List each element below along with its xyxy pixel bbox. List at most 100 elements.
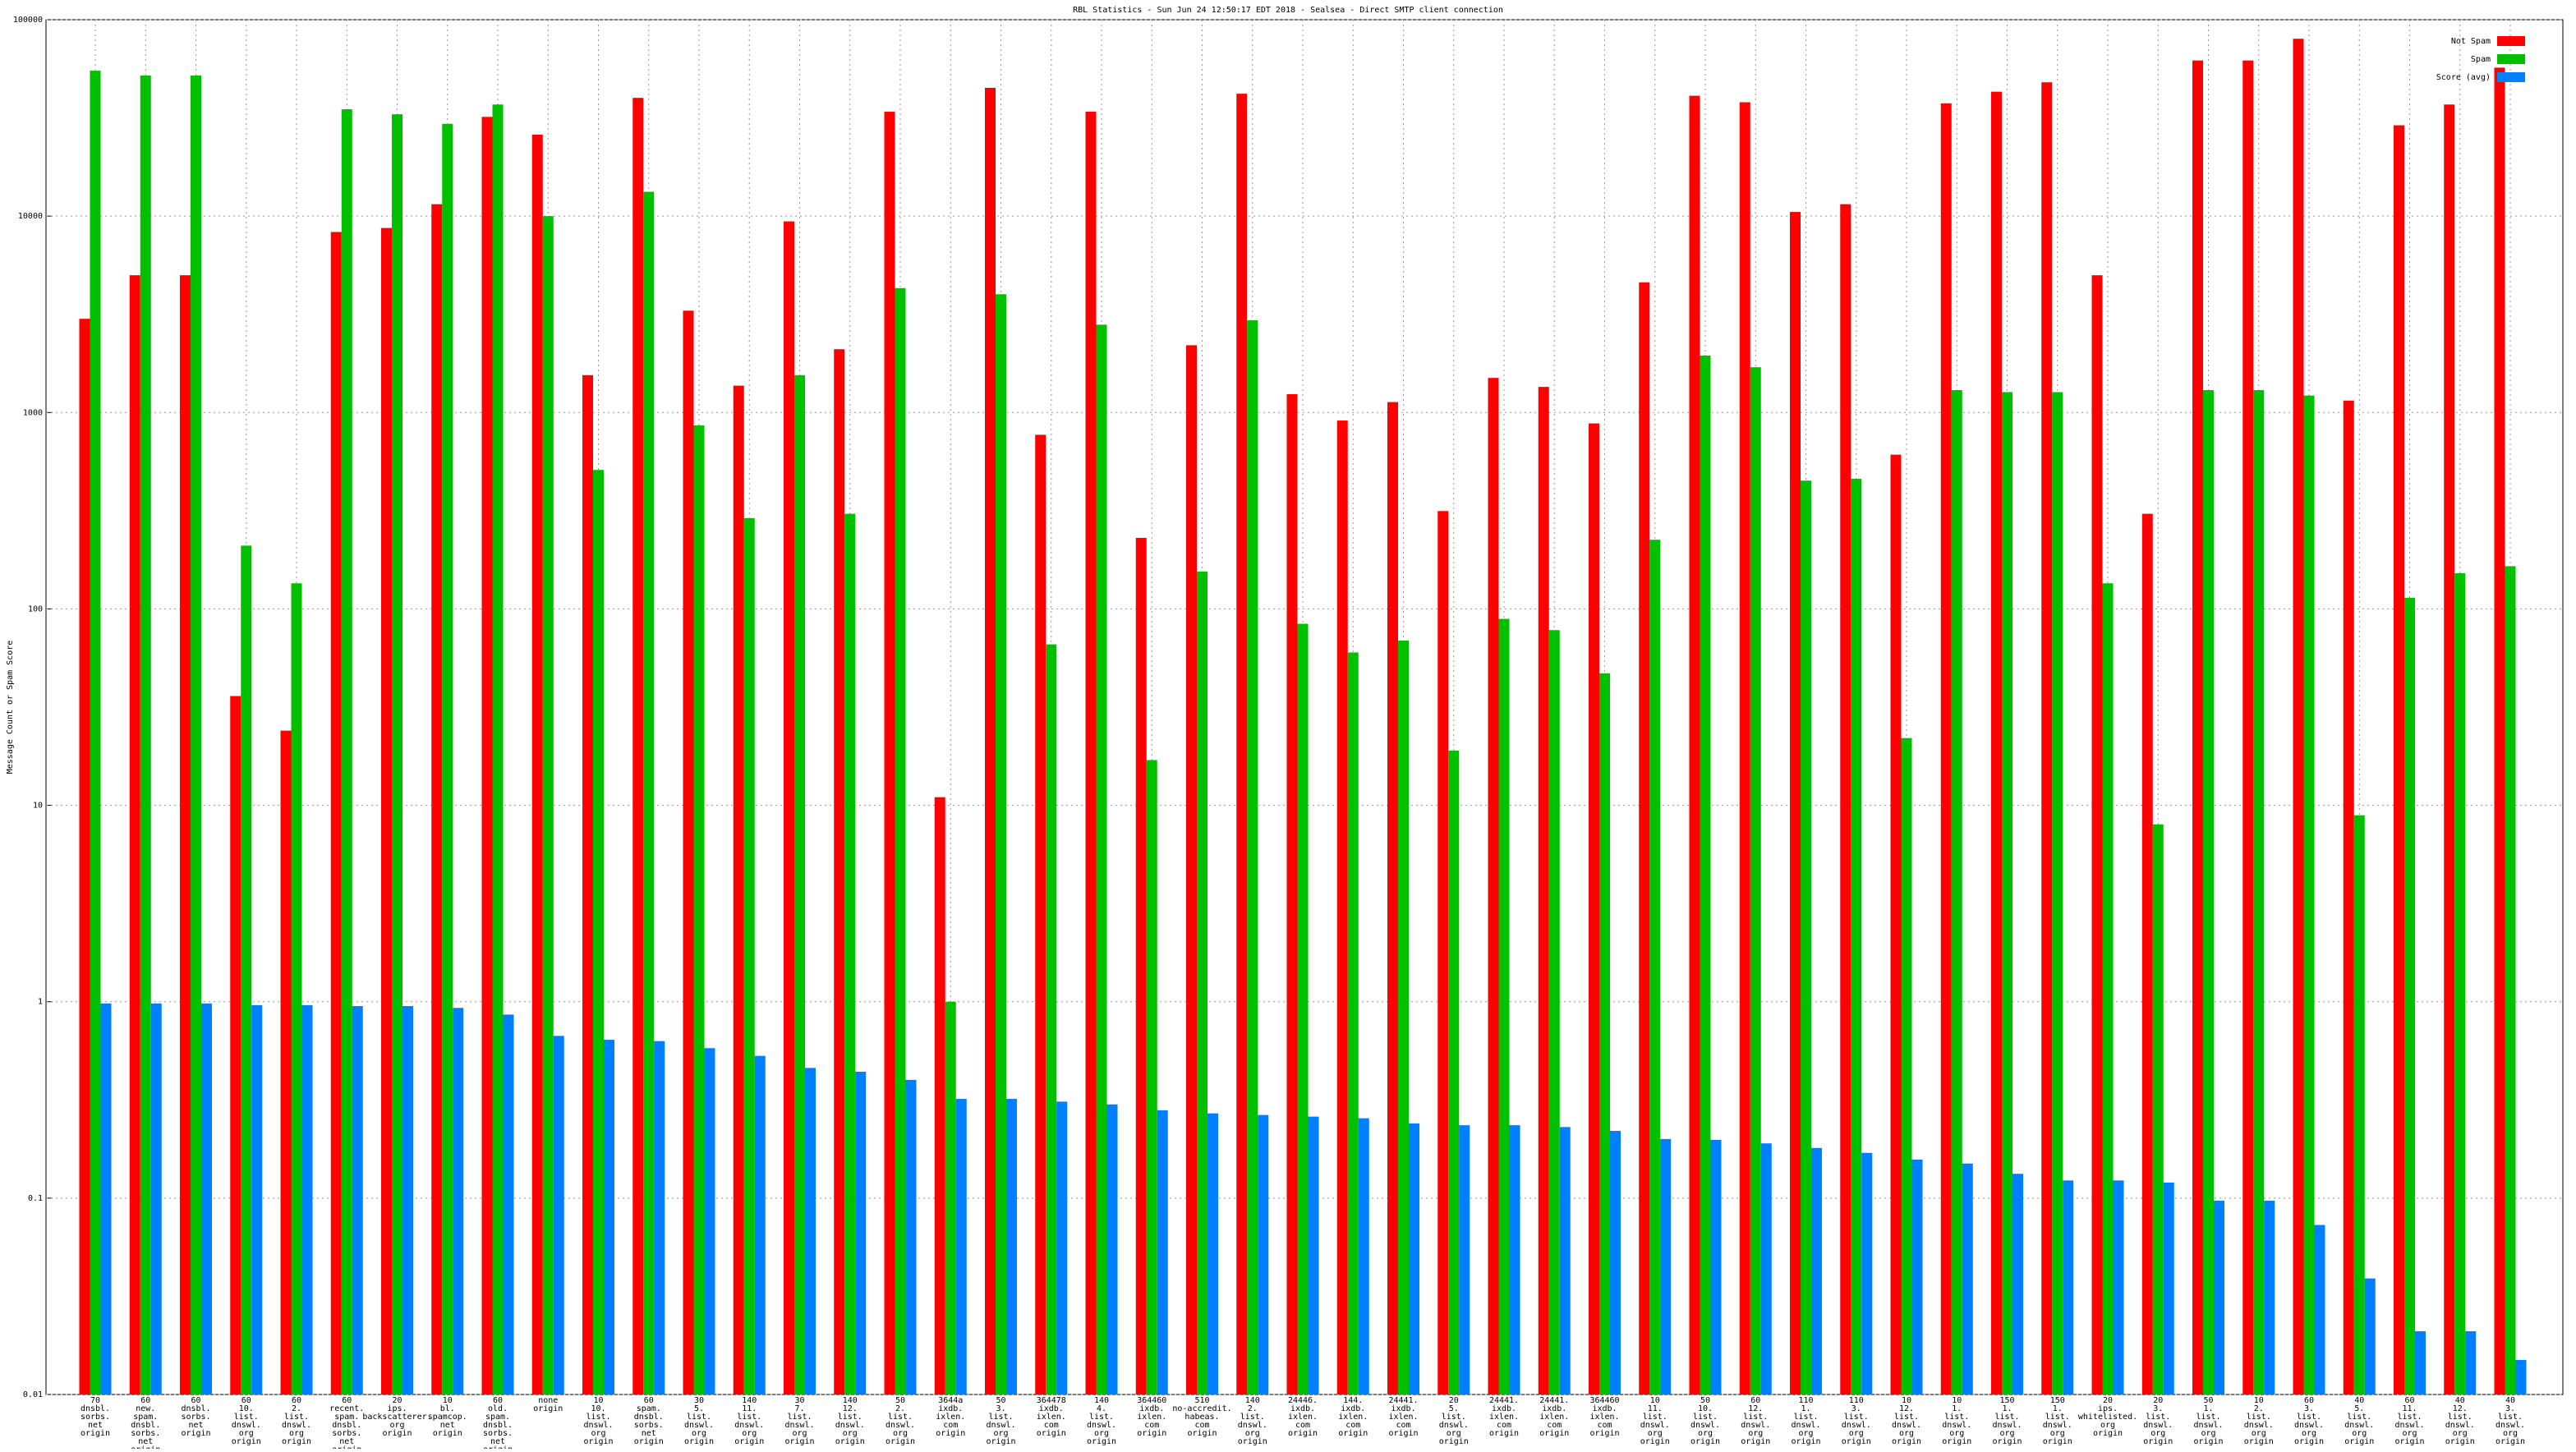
bar [754, 1055, 766, 1395]
bar [1409, 1123, 1419, 1395]
bar [2264, 1201, 2275, 1395]
bar [1962, 1163, 1973, 1395]
x-tick-label: 10 bl. spamcop. net origin [428, 1396, 467, 1438]
bar [2505, 566, 2516, 1395]
bar [1599, 673, 1610, 1395]
bar [1438, 511, 1449, 1395]
bar [1639, 282, 1650, 1395]
bar [1459, 1125, 1470, 1395]
bar [1689, 95, 1700, 1395]
y-tick-label: 10000 [18, 212, 43, 221]
x-tick-label: 60 dnsbl. sorbs. net origin [181, 1396, 210, 1438]
bar [784, 221, 794, 1395]
bar [1760, 1143, 1772, 1395]
x-tick-label: 20 3. list. dnswl. org origin [2143, 1396, 2173, 1446]
bar [2404, 597, 2415, 1395]
bar [2052, 392, 2063, 1395]
bar [1197, 571, 1208, 1395]
x-tick-label: 60 11. list. dnswl. org origin [2394, 1396, 2424, 1446]
bar [945, 1001, 956, 1395]
bar [1085, 112, 1097, 1395]
bar [1046, 644, 1057, 1395]
bar [934, 797, 945, 1395]
bar [1096, 324, 1107, 1395]
bar [1801, 480, 1811, 1395]
bar [2152, 824, 2164, 1395]
bar [2063, 1180, 2074, 1395]
x-tick-label: 24441. ixdb. ixlen. com origin [1489, 1396, 1519, 1438]
bar [492, 104, 504, 1395]
bar [1056, 1101, 1068, 1395]
bar [2494, 67, 2505, 1395]
x-tick-label: 110 3. list. dnswl. org origin [1842, 1396, 1871, 1446]
x-tick-label: none origin [533, 1396, 563, 1413]
bar [1901, 737, 1912, 1395]
bar [140, 75, 151, 1395]
bar [2102, 583, 2114, 1395]
bar [341, 109, 352, 1395]
bar [150, 1003, 162, 1395]
x-tick-label: 140 12. list. dnswl. org origin [835, 1396, 865, 1446]
bar [1286, 393, 1298, 1395]
x-tick-label: 140 11. list. dnswl. org origin [734, 1396, 764, 1446]
bar [180, 275, 191, 1395]
bar [1548, 630, 1560, 1395]
bar [2293, 39, 2304, 1395]
bar [2192, 60, 2203, 1395]
bar [191, 75, 201, 1395]
x-tick-label: 60 2. list. dnswl. org origin [282, 1396, 311, 1446]
bar [442, 123, 453, 1395]
bar [1700, 355, 1711, 1395]
bar [2394, 125, 2404, 1395]
bar [291, 583, 302, 1395]
bar [330, 232, 342, 1395]
bar [895, 287, 906, 1395]
x-tick-label: 144. ixdb. ixlen. com origin [1338, 1396, 1368, 1438]
bar [201, 1003, 212, 1395]
x-tick-label: 50 10. list. dnswl. org origin [1690, 1396, 1720, 1446]
x-tick-label: 24441. ixdb. ixlen. com origin [1539, 1396, 1569, 1438]
bar [1710, 1139, 1722, 1395]
bar [481, 117, 493, 1395]
bar [632, 98, 644, 1395]
x-tick-label: 10 10. list. dnswl. org origin [583, 1396, 613, 1446]
bar [604, 1040, 614, 1395]
x-tick-label: 364460 ixdb. ixlen. com origin [1589, 1396, 1619, 1438]
bar [2214, 1201, 2224, 1395]
x-tick-label: 140 2. list. dnswl. org origin [1238, 1396, 1267, 1446]
legend-swatch [2497, 36, 2525, 46]
y-tick-label: 0.01 [23, 1390, 43, 1399]
legend-swatch [2497, 54, 2525, 64]
bar [844, 513, 856, 1395]
bar [2454, 572, 2466, 1395]
x-tick-label: 40 12. list. dnswl. org origin [2445, 1396, 2475, 1446]
x-tick-label: 140 4. list. dnswl. org origin [1087, 1396, 1116, 1446]
x-tick-label: 50 1. list. dnswl. org origin [2193, 1396, 2223, 1446]
bar [1509, 1125, 1520, 1395]
bar [2415, 1330, 2426, 1395]
x-tick-label: 10 12. list. dnswl. org origin [1892, 1396, 1921, 1446]
y-axis-label: Message Count or Spam Score [6, 641, 15, 774]
bar [453, 1008, 464, 1395]
bar [2012, 1174, 2023, 1395]
x-tick-label: 10 11. list. dnswl. org origin [1640, 1396, 1670, 1446]
bar [1940, 103, 1952, 1395]
bar [955, 1099, 967, 1395]
bar [2002, 392, 2012, 1395]
x-tick-label: 364460 ixdb. ixlen. com origin [1137, 1396, 1166, 1438]
legend-label: Not Spam [2451, 37, 2491, 46]
bar [553, 1036, 564, 1395]
bar [1336, 420, 1348, 1395]
legend-swatch [2497, 72, 2525, 82]
x-tick-label: 10 2. list. dnswl. org origin [2244, 1396, 2274, 1446]
bar [1559, 1127, 1571, 1395]
bar [100, 1003, 112, 1395]
bar [402, 1006, 413, 1395]
x-tick-label: 50 3. list. dnswl. org origin [986, 1396, 1015, 1446]
y-tick-label: 1000 [23, 408, 43, 417]
x-tick-label: 30 5. list. dnswl. org origin [684, 1396, 714, 1446]
x-tick-label: 60 10. list. dnswl. org origin [232, 1396, 261, 1446]
bar [392, 114, 402, 1395]
bar [129, 275, 140, 1395]
